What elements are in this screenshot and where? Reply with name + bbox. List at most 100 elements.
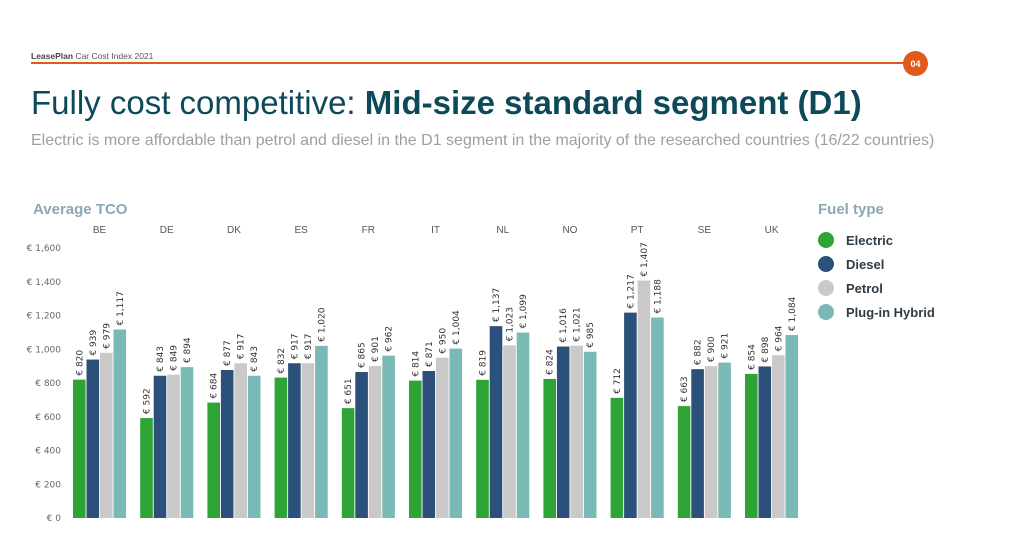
- data-label: € 900: [707, 336, 717, 362]
- data-label: € 894: [183, 337, 193, 363]
- header-divider: [31, 62, 908, 64]
- bar: [355, 372, 368, 518]
- data-label: € 819: [479, 350, 489, 376]
- bar: [100, 352, 113, 518]
- legend-title: Fuel type: [818, 201, 884, 218]
- bar: [677, 406, 691, 518]
- bar: [704, 366, 718, 518]
- bar: [624, 312, 637, 518]
- bar: [86, 359, 100, 518]
- y-tick-label: € 1,600: [27, 244, 62, 254]
- data-label: € 592: [143, 388, 153, 414]
- bar: [234, 363, 247, 518]
- bar: [745, 373, 758, 518]
- x-category-label: IT: [431, 225, 440, 236]
- legend-item-plugin-hybrid: Plug-in Hybrid: [818, 300, 935, 324]
- bar: [718, 362, 731, 518]
- data-label: € 865: [358, 342, 368, 368]
- data-label: € 1,407: [640, 242, 650, 276]
- x-category-label: DK: [227, 225, 241, 236]
- y-tick-label: € 800: [35, 379, 61, 389]
- bar: [651, 317, 664, 518]
- data-label: € 877: [223, 340, 233, 366]
- legend-swatch-plugin-hybrid: [818, 304, 834, 320]
- legend-item-diesel: Diesel: [818, 252, 935, 276]
- data-label: € 962: [385, 326, 395, 352]
- y-tick-label: € 200: [35, 480, 61, 490]
- data-label: € 901: [371, 336, 381, 362]
- data-label: € 824: [546, 349, 556, 375]
- data-label: € 843: [250, 346, 260, 372]
- x-category-label: FR: [362, 225, 375, 236]
- bar: [610, 397, 624, 518]
- bar: [409, 380, 422, 518]
- bar: [167, 374, 180, 518]
- bar: [489, 326, 503, 518]
- bar-chart: € 0 € 200 € 400 € 600 € 800 € 1,000 € 1,200 € 1…: [27, 225, 799, 524]
- page-title-regular: Fully cost competitive:: [31, 84, 365, 121]
- legend-label-plugin-hybrid: Plug-in Hybrid: [846, 304, 935, 320]
- bar: [73, 379, 86, 518]
- y-tick-label: € 0: [47, 514, 62, 524]
- page-title-bold: Mid-size standard segment (D1): [364, 84, 862, 121]
- data-label: € 1,217: [626, 274, 636, 308]
- data-label: € 964: [774, 325, 784, 351]
- legend-label-electric: Electric: [846, 232, 893, 248]
- bar: [140, 418, 153, 518]
- data-label: € 832: [277, 348, 287, 374]
- data-label: € 871: [425, 341, 435, 367]
- bar: [422, 371, 436, 518]
- data-label: € 712: [613, 368, 623, 394]
- legend-swatch-electric: [818, 232, 834, 248]
- data-label: € 1,099: [519, 294, 529, 329]
- data-label: € 1,117: [116, 291, 126, 325]
- data-label: € 939: [89, 330, 99, 356]
- bar: [476, 379, 489, 518]
- bar: [758, 366, 772, 518]
- bar: [341, 408, 355, 518]
- y-tick-label: € 1,000: [27, 345, 62, 355]
- bar: [637, 280, 651, 518]
- x-category-label: ES: [294, 225, 308, 236]
- legend-label-diesel: Diesel: [846, 256, 885, 272]
- x-category-label: BE: [93, 225, 107, 236]
- y-tick-label: € 400: [35, 447, 61, 457]
- bar: [691, 369, 704, 518]
- bar: [301, 363, 315, 518]
- data-label: € 1,020: [317, 307, 327, 342]
- bar: [220, 370, 234, 518]
- bar: [288, 363, 301, 518]
- bar: [207, 402, 220, 518]
- x-category-label: UK: [765, 225, 779, 236]
- bar: [543, 378, 556, 518]
- data-label: € 1,004: [452, 310, 462, 345]
- y-tick-label: € 1,200: [27, 312, 62, 322]
- data-label: € 1,084: [788, 296, 798, 331]
- page-number-badge: 04: [903, 51, 928, 76]
- bar: [382, 355, 395, 518]
- page-title: Fully cost competitive: Mid-size standar…: [31, 84, 862, 122]
- bar: [368, 365, 382, 518]
- bar: [315, 345, 328, 518]
- legend: Fuel type Electric Diesel Petrol Plug-in…: [818, 201, 935, 324]
- data-label: € 921: [721, 333, 731, 359]
- bar: [503, 345, 516, 518]
- brand-label: LeasePlan Car Cost Index 2021: [31, 51, 154, 61]
- data-label: € 814: [411, 351, 421, 377]
- bar: [113, 329, 127, 518]
- x-category-label: DE: [160, 225, 174, 236]
- data-label: € 684: [210, 373, 220, 399]
- legend-swatch-diesel: [818, 256, 834, 272]
- x-category-label: NO: [562, 225, 577, 236]
- data-label: € 950: [438, 328, 448, 354]
- bar: [516, 332, 530, 518]
- legend-item-petrol: Petrol: [818, 276, 935, 300]
- bar: [180, 367, 194, 518]
- bar: [772, 355, 785, 518]
- data-label: € 1,188: [653, 279, 663, 314]
- data-label: € 854: [747, 344, 757, 370]
- data-label: € 985: [586, 322, 596, 348]
- y-tick-label: € 600: [35, 413, 61, 423]
- bar: [449, 348, 463, 518]
- data-label: € 898: [761, 336, 771, 362]
